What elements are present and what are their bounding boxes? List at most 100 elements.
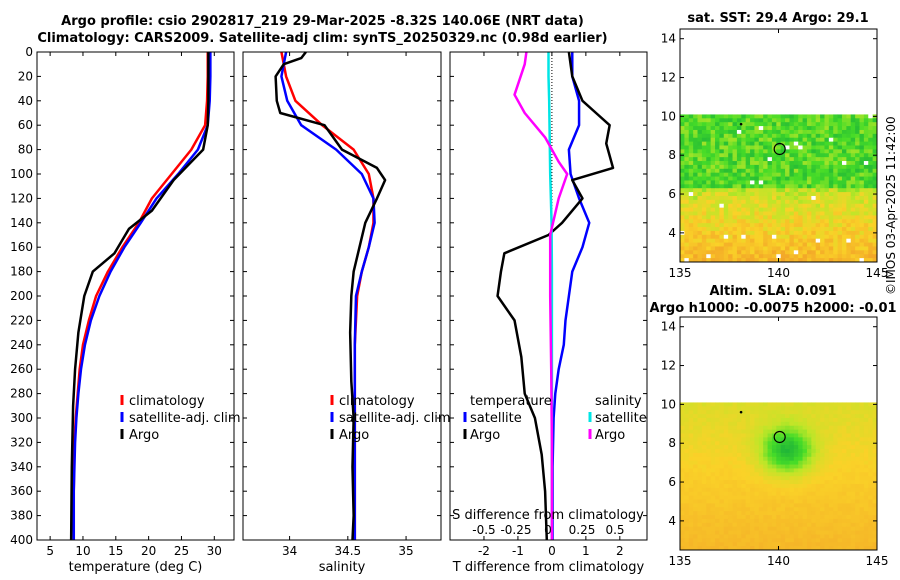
map-cell [763, 250, 768, 255]
map-cell [828, 157, 834, 162]
map-cell [741, 445, 747, 450]
map-cell [828, 472, 834, 477]
map-cell [824, 133, 830, 139]
map-cell [859, 476, 865, 481]
map-cell [719, 164, 725, 170]
map-cell [855, 414, 860, 419]
map-cell [684, 499, 690, 504]
map-cell [828, 507, 834, 512]
map-cell [855, 429, 860, 434]
map-cell [736, 507, 742, 512]
map-cell [723, 161, 729, 166]
map-cell [811, 417, 817, 423]
map-cell [824, 176, 830, 181]
map-cell [820, 483, 825, 489]
map-cell [701, 445, 707, 450]
map-cell [780, 491, 786, 497]
map-cell [741, 526, 747, 531]
map-cell [815, 495, 821, 500]
map-cell [828, 538, 834, 543]
map-cell [793, 530, 799, 535]
map-cell [688, 258, 694, 263]
map-cell [741, 149, 747, 154]
map-cell [793, 180, 799, 185]
map-cell [728, 487, 733, 493]
map-cell [793, 192, 799, 197]
map-cell [846, 230, 852, 236]
map-cell [732, 452, 738, 458]
map-cell [780, 468, 786, 473]
map-cell [741, 145, 747, 150]
map-cell [828, 238, 834, 243]
map-cell [793, 402, 799, 407]
map-cell [750, 437, 755, 442]
map-cell [741, 480, 747, 485]
map-cell [706, 153, 712, 158]
map-title-sst: sat. SST: 29.4 Argo: 29.1 [687, 11, 868, 26]
map-cell [758, 118, 764, 123]
map-cell [833, 452, 838, 458]
map-cell [767, 157, 773, 162]
map-cell [785, 133, 790, 139]
map-cell [684, 425, 690, 431]
map-cell [741, 219, 747, 224]
map-cell [811, 483, 817, 489]
map-cell [859, 472, 865, 477]
map-cell [872, 546, 878, 551]
map-cell [745, 118, 751, 123]
map-cell [859, 503, 865, 508]
map-cell [815, 437, 821, 442]
map-cell [859, 414, 865, 419]
map-cell [710, 219, 716, 224]
map-cell [850, 118, 856, 123]
map-cell [811, 122, 817, 127]
map-cell [771, 211, 777, 216]
map-cell [736, 195, 742, 201]
map-cell [811, 410, 817, 415]
map-cell [806, 129, 812, 135]
map-cell [701, 414, 707, 419]
map-cell [841, 452, 847, 458]
map-cell [754, 195, 760, 201]
map-cell [701, 491, 707, 497]
map-cell [833, 199, 838, 205]
map-cell [820, 445, 825, 450]
map-cell [802, 499, 808, 504]
map-cell [815, 129, 821, 135]
map-cell [706, 118, 712, 123]
map-cell [855, 445, 860, 450]
map-cell [806, 410, 812, 415]
map-cell [688, 522, 694, 528]
map-cell [693, 445, 698, 450]
map-cell [723, 499, 729, 504]
map-cell [745, 133, 751, 139]
map-cell [693, 242, 698, 247]
map-cell [802, 406, 808, 411]
map-cell [697, 410, 703, 415]
map-cell [684, 164, 690, 170]
map-cell [868, 118, 874, 123]
map-cell [771, 192, 777, 197]
map-cell [715, 534, 720, 539]
map-cell [841, 211, 847, 216]
map-cell [785, 511, 790, 516]
map-cell [828, 149, 834, 154]
map-cell [863, 234, 869, 240]
map-cell [855, 141, 860, 146]
map-cell [758, 219, 764, 224]
map-cell [701, 468, 707, 473]
map-cell [802, 445, 808, 450]
map-cell [841, 491, 847, 497]
map-cell [828, 445, 834, 450]
map-cell [688, 507, 694, 512]
map-cell [824, 246, 830, 251]
map-cell [850, 227, 856, 232]
x-tick-label: 140 [767, 266, 790, 280]
map-cell [728, 149, 733, 154]
map-cell [824, 534, 830, 539]
map-cell [872, 254, 878, 259]
map-cell [802, 114, 808, 119]
map-cell [723, 126, 729, 131]
map-cell [719, 149, 725, 154]
map-cell [701, 254, 707, 259]
